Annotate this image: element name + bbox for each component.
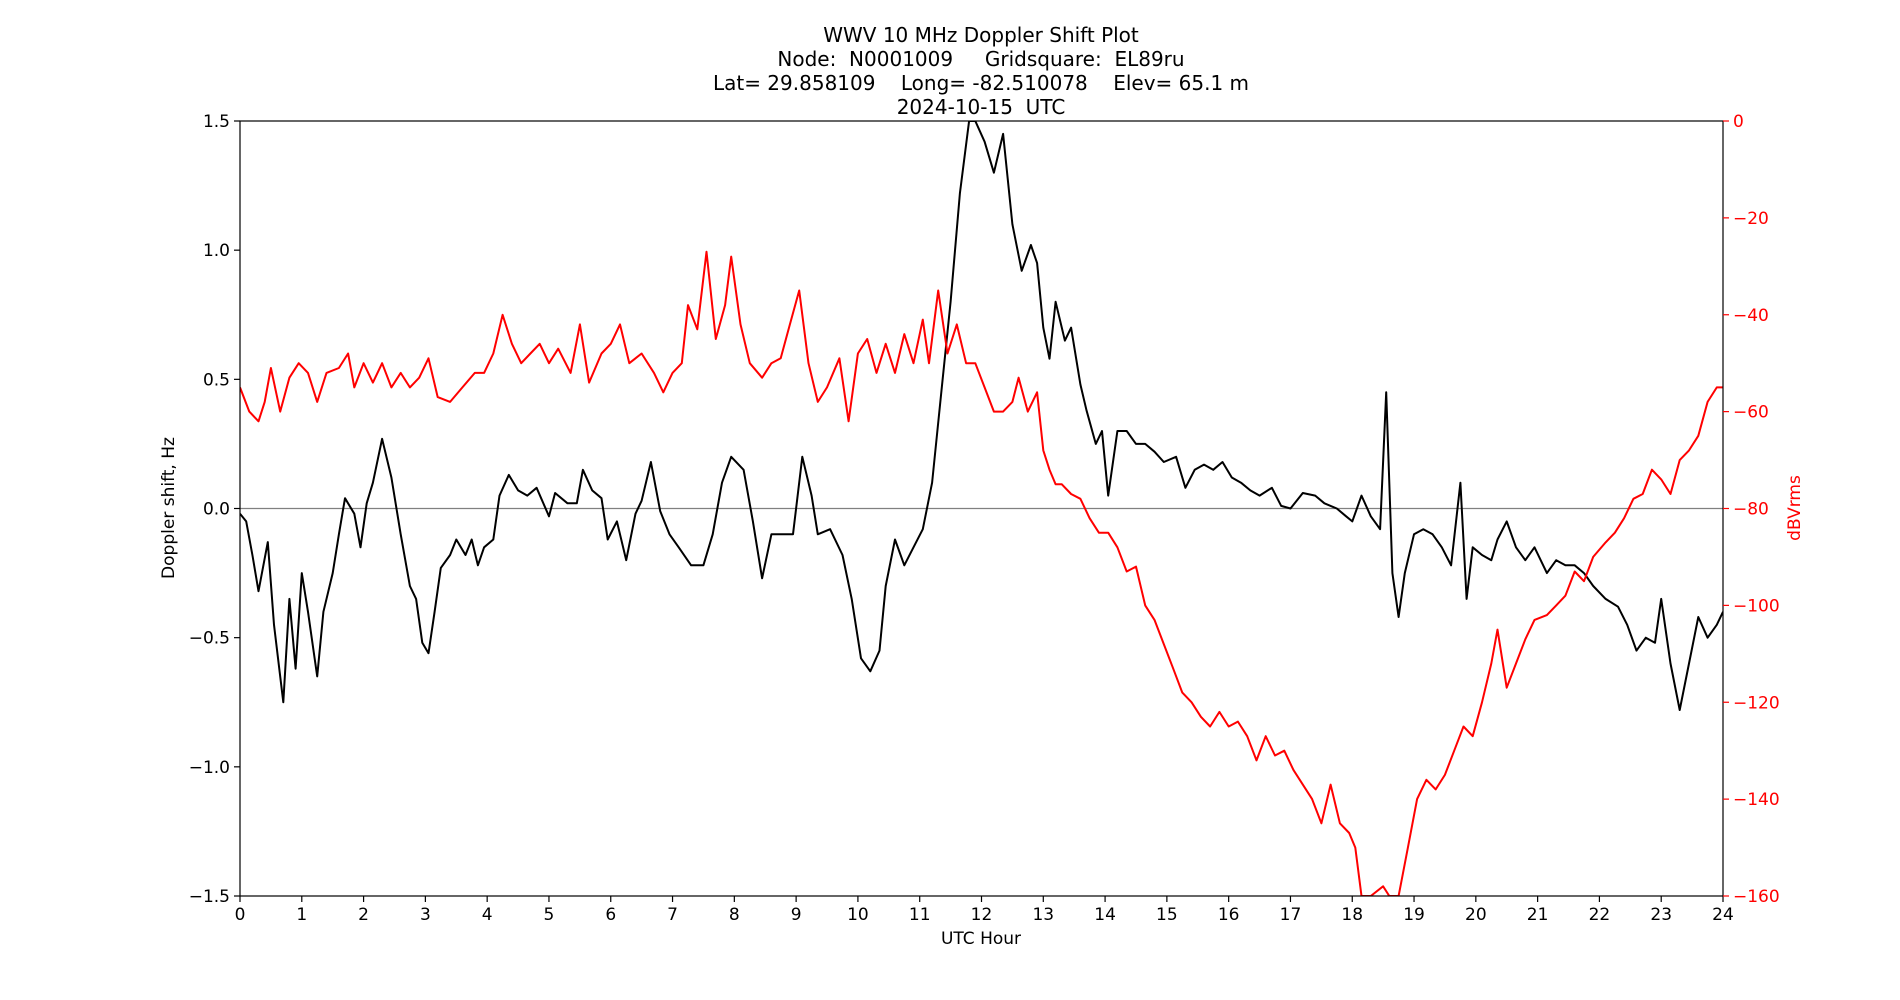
y-tick-label-right: −60: [1733, 403, 1769, 423]
title-line-2: Node: N0001009 Gridsquare: EL89ru: [777, 47, 1184, 71]
y-tick-label-right: −80: [1733, 500, 1769, 520]
x-axis-label: UTC Hour: [941, 929, 1021, 949]
x-tick-label: 9: [791, 905, 802, 925]
x-tick-label: 20: [1465, 905, 1487, 925]
chart-title: WWV 10 MHz Doppler Shift Plot Node: N000…: [713, 23, 1249, 119]
x-tick-label: 1: [296, 905, 307, 925]
x-tick-label: 21: [1527, 905, 1549, 925]
x-tick-label: 6: [605, 905, 616, 925]
y-tick-label-right: −40: [1733, 306, 1769, 326]
y-tick-label-right: 0: [1733, 112, 1744, 132]
y-tick-label-right: −160: [1733, 887, 1780, 907]
y-tick-label-left: 0.0: [203, 500, 230, 520]
y-tick-label-left: 0.5: [203, 370, 230, 390]
plot-area: [240, 121, 1723, 896]
y-axis-label-left: Doppler shift, Hz: [159, 437, 179, 579]
doppler-shift-line: [240, 121, 1723, 711]
y-tick-label-left: 1.5: [203, 112, 230, 132]
x-tick-label: 24: [1712, 905, 1734, 925]
x-tick-label: 17: [1280, 905, 1302, 925]
y-tick-label-right: −20: [1733, 209, 1769, 229]
y-axis-right: −160 −140 −120 −100 −80 −60 −40 −20 0: [1723, 112, 1780, 907]
x-tick-label: 23: [1650, 905, 1672, 925]
x-tick-label: 13: [1032, 905, 1054, 925]
x-tick-label: 18: [1341, 905, 1363, 925]
x-tick-label: 16: [1218, 905, 1240, 925]
x-axis: 0 1 2 3 4 5 6 7 8 9 10 11 12 13 14 15 16 17 18 19 20 21 22 23 24: [235, 896, 1734, 925]
y-tick-label-right: −100: [1733, 596, 1780, 616]
y-axis-left: −1.5 −1.0 −0.5 0.0 0.5 1.0 1.5: [189, 112, 240, 907]
x-tick-label: 5: [544, 905, 555, 925]
y-tick-label-left: 1.0: [203, 241, 230, 261]
y-axis-label-right: dBVrms: [1785, 475, 1805, 541]
x-tick-label: 7: [667, 905, 678, 925]
title-line-4: 2024-10-15 UTC: [897, 95, 1066, 119]
x-tick-label: 22: [1589, 905, 1611, 925]
x-tick-label: 11: [909, 905, 931, 925]
x-tick-label: 14: [1094, 905, 1116, 925]
x-tick-label: 0: [235, 905, 246, 925]
x-tick-label: 12: [971, 905, 993, 925]
x-tick-label: 15: [1156, 905, 1178, 925]
y-tick-label-left: −0.5: [189, 629, 230, 649]
x-tick-label: 10: [847, 905, 869, 925]
title-line-3: Lat= 29.858109 Long= -82.510078 Elev= 65…: [713, 71, 1249, 95]
x-tick-label: 2: [358, 905, 369, 925]
y-tick-label-left: −1.0: [189, 758, 230, 778]
y-tick-label-right: −120: [1733, 693, 1780, 713]
signal-level-line: [240, 250, 1723, 896]
y-tick-label-left: −1.5: [189, 887, 230, 907]
y-tick-label-right: −140: [1733, 790, 1780, 810]
x-tick-label: 19: [1403, 905, 1425, 925]
x-tick-label: 8: [729, 905, 740, 925]
title-line-1: WWV 10 MHz Doppler Shift Plot: [823, 23, 1139, 47]
x-tick-label: 3: [420, 905, 431, 925]
x-tick-label: 4: [482, 905, 493, 925]
